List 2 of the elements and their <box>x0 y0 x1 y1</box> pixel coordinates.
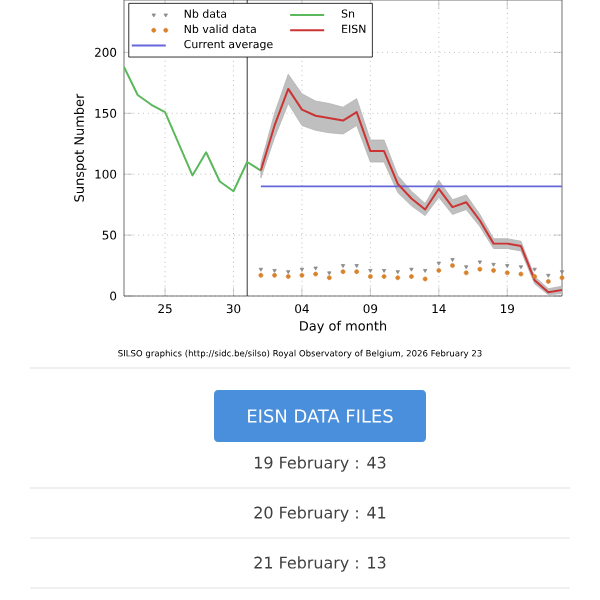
text: EISN DATA FILES <box>248 409 393 423</box>
line-series <box>124 65 262 193</box>
